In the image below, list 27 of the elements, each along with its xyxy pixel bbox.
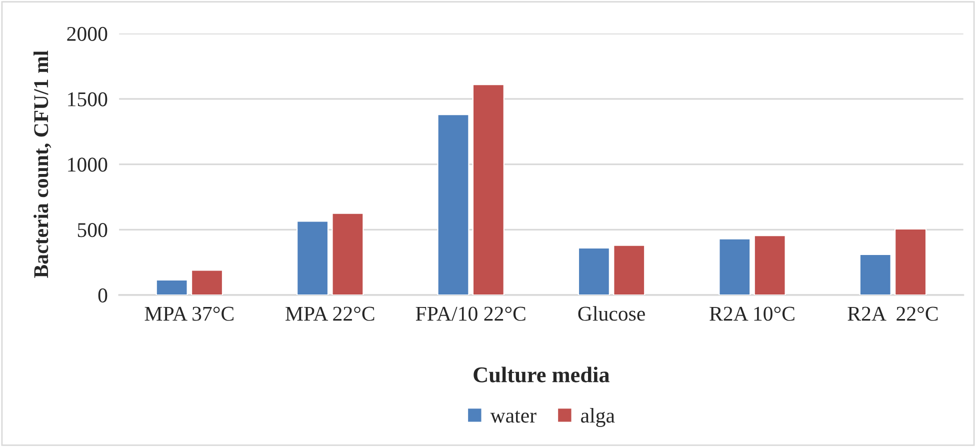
bar	[894, 228, 927, 296]
bar	[156, 279, 188, 296]
y-tick-label: 1000	[68, 158, 108, 172]
x-axis-title: Culture media	[474, 366, 610, 382]
x-tick-label: Glucose	[578, 306, 645, 321]
x-tick-label: R2A 22°C	[848, 306, 938, 321]
bar	[296, 220, 329, 296]
bar	[859, 254, 892, 296]
y-tick-label: 500	[78, 223, 108, 238]
bar	[578, 247, 610, 296]
x-tick-label: MPA 22°C	[286, 306, 374, 321]
bar	[613, 244, 646, 296]
x-tick-label: R2A 10°C	[710, 306, 794, 321]
bar	[437, 114, 470, 296]
bar	[190, 270, 224, 296]
x-tick-label: FPA/10 22°C	[416, 306, 526, 321]
bar	[332, 212, 364, 296]
bar	[472, 84, 504, 296]
bar	[754, 234, 786, 296]
y-tick-label: 0	[98, 288, 108, 302]
bar	[718, 238, 751, 296]
legend-label: water	[490, 410, 536, 423]
legend-label: alga	[581, 408, 615, 427]
y-tick-label: 2000	[67, 26, 108, 41]
y-axis-title: Bacteria count, CFU/1 ml	[34, 50, 52, 278]
y-tick-label: 1500	[68, 92, 108, 106]
x-tick-label: MPA 37°C	[144, 306, 234, 321]
